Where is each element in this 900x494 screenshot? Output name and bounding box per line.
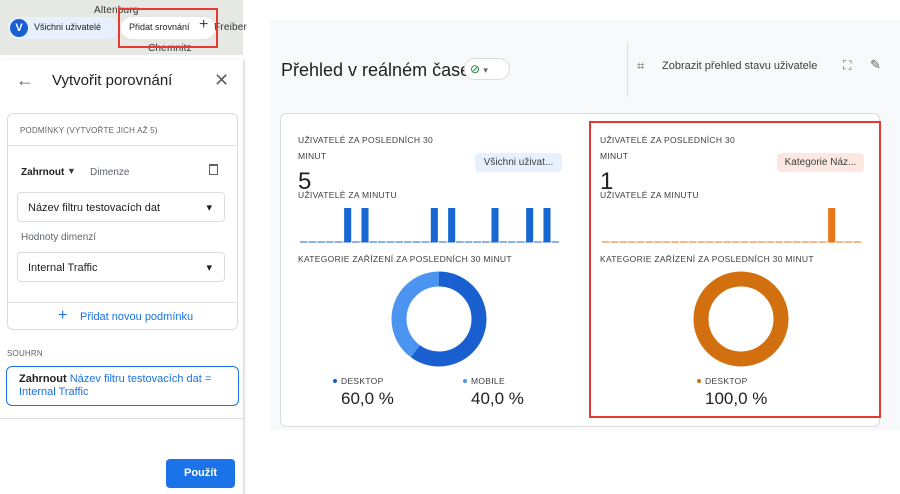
- per-minute-label: UŽIVATELÉ ZA MINUTU: [298, 190, 397, 200]
- map-label: Altenburg: [94, 5, 139, 16]
- per-minute-label: UŽIVATELÉ ZA MINUTU: [600, 190, 699, 200]
- bar: [491, 208, 499, 242]
- device-name: DESKTOP: [705, 376, 748, 386]
- summary-box: Zahrnout Název filtru testovacích dat = …: [6, 366, 239, 406]
- snapshot-icon: ⌗: [637, 58, 645, 73]
- bar: [344, 208, 352, 242]
- panel-title: Vytvořit porovnání: [52, 72, 173, 89]
- summary-label: SOUHRN: [7, 349, 43, 358]
- value-select[interactable]: Internal Traffic: [17, 252, 225, 283]
- add-condition[interactable]: Přidat novou podmínku: [80, 311, 194, 323]
- device-name: MOBILE: [471, 376, 505, 386]
- legend-dot: [463, 379, 467, 383]
- add-comparison[interactable]: [121, 17, 215, 39]
- device-name: DESKTOP: [341, 376, 384, 386]
- segment-chip[interactable]: [8, 17, 118, 39]
- include-dropdown[interactable]: Zahrnout: [21, 167, 65, 178]
- users-label: UŽIVATELÉ ZA POSLEDNÍCH 30 MINUT: [298, 135, 434, 161]
- conditions-header: PODMÍNKY (VYTVOŘTE JICH AŽ 5): [20, 126, 158, 135]
- status-chip[interactable]: ⊘ ▾: [464, 58, 510, 80]
- user-count: 1: [600, 168, 614, 195]
- avatar: V: [10, 19, 28, 37]
- add-comparison-label: Přidat srovnání: [129, 22, 190, 32]
- device-value: 60,0 %: [341, 389, 394, 408]
- donut-segment: [693, 271, 789, 367]
- page-title: Přehled v reálném čase: [281, 60, 471, 80]
- donut-segment: [391, 271, 487, 367]
- segment-chip: Kategorie Náz...: [777, 153, 864, 172]
- back-icon[interactable]: ←: [16, 70, 34, 90]
- bar: [448, 208, 456, 242]
- bar: [828, 208, 836, 242]
- caret: ▼: [67, 166, 76, 176]
- summary-text: Název filtru testovacích dat = Internal …: [19, 373, 212, 398]
- device-value: 100,0 %: [705, 389, 768, 408]
- bar: [361, 208, 369, 242]
- map-label: Freiber: [214, 22, 248, 33]
- highlight: [118, 8, 218, 48]
- user-count: 5: [298, 168, 312, 195]
- bar: [526, 208, 534, 242]
- device-value: 40,0 %: [471, 389, 524, 408]
- device-label: KATEGORIE ZAŘÍZENÍ ZA POSLEDNÍCH 30 MINU…: [298, 254, 512, 264]
- delete-icon[interactable]: [209, 164, 218, 175]
- plus-icon: +: [199, 16, 209, 33]
- map-label: Chemnitz: [148, 43, 192, 54]
- values-label: Hodnoty dimenzí: [21, 232, 97, 243]
- segment-chip: Všichni uživat...: [475, 153, 562, 172]
- divider: [7, 145, 238, 146]
- apply-button[interactable]: Použít: [166, 459, 235, 488]
- bar: [543, 208, 551, 242]
- close-icon[interactable]: ✕: [214, 70, 230, 90]
- device-label: KATEGORIE ZAŘÍZENÍ ZA POSLEDNÍCH 30 MINU…: [600, 254, 814, 264]
- user-snapshot[interactable]: Zobrazit přehled stavu uživatele: [662, 60, 818, 72]
- fullscreen-icon[interactable]: ⛶: [843, 58, 852, 72]
- legend-dot: [697, 379, 701, 383]
- divider: [627, 42, 628, 97]
- dimension-select[interactable]: Název filtru testovacích dat: [17, 192, 225, 223]
- dimension-label: Dimenze: [90, 167, 130, 178]
- legend-dot: [333, 379, 337, 383]
- edit-icon[interactable]: ✎: [870, 57, 881, 72]
- segment-name: Všichni uživatelé: [34, 22, 102, 32]
- bar: [430, 208, 438, 242]
- summary-include: Zahrnout: [19, 373, 67, 385]
- highlight: [589, 121, 881, 418]
- conditions-box: [7, 113, 238, 330]
- plus-icon: +: [58, 307, 68, 324]
- divider: [7, 302, 238, 303]
- divider: [0, 418, 243, 419]
- users-label: UŽIVATELÉ ZA POSLEDNÍCH 30 MINUT: [600, 135, 736, 161]
